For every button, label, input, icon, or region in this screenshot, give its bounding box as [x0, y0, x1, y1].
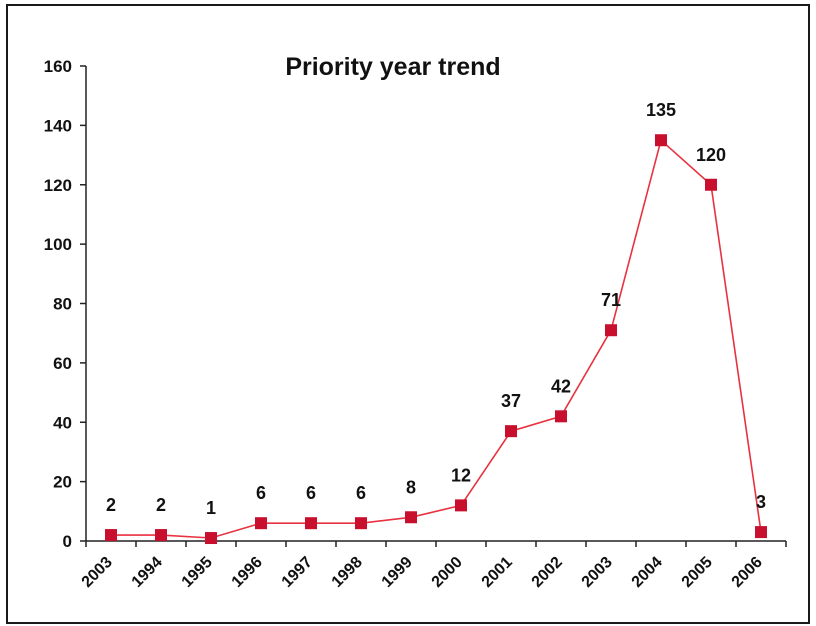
data-label: 2 — [106, 495, 116, 515]
series-line — [111, 138, 762, 539]
data-label: 6 — [256, 483, 266, 503]
x-tick-label: 1997 — [279, 554, 316, 591]
x-tick-label: 2006 — [729, 554, 766, 591]
x-tick-label: 2004 — [629, 554, 666, 591]
data-label: 6 — [306, 483, 316, 503]
data-label: 135 — [646, 100, 676, 120]
y-tick-label: 20 — [53, 473, 72, 492]
data-label: 8 — [406, 477, 416, 497]
data-point — [705, 178, 717, 191]
x-tick-label: 2003 — [579, 554, 616, 591]
data-point — [105, 529, 117, 542]
y-tick-label: 160 — [44, 57, 72, 76]
x-tick-label: 1994 — [129, 554, 166, 591]
y-tick-label: 40 — [53, 413, 72, 432]
x-tick-label: 2002 — [529, 554, 566, 591]
data-point — [405, 511, 417, 524]
data-label: 6 — [356, 483, 366, 503]
x-tick-label: 1998 — [329, 554, 366, 591]
data-labels: 2 2 1 6 6 6 8 12 37 42 71 135 120 3 — [106, 100, 766, 518]
data-point — [355, 517, 367, 530]
data-point — [305, 517, 317, 530]
data-point — [255, 517, 267, 530]
y-axis: 0 20 40 60 80 100 120 140 160 — [44, 57, 86, 551]
data-label: 3 — [756, 492, 766, 512]
data-point — [655, 134, 667, 147]
data-label: 71 — [601, 290, 621, 310]
y-tick-label: 60 — [53, 354, 72, 373]
y-tick-label: 100 — [44, 235, 72, 254]
x-tick-label: 2001 — [479, 554, 516, 591]
data-label: 42 — [551, 376, 571, 396]
data-point — [455, 499, 467, 512]
data-label: 120 — [696, 145, 726, 165]
x-tick-label: 2003 — [79, 554, 116, 591]
y-tick-label: 0 — [63, 532, 72, 551]
y-tick-label: 120 — [44, 176, 72, 195]
data-label: 2 — [156, 495, 166, 515]
x-axis: 2003 1994 1995 1996 1997 1998 1999 2000 2001 2002… — [79, 541, 787, 591]
data-point — [505, 425, 517, 438]
data-point — [155, 529, 167, 542]
data-point — [555, 410, 567, 423]
x-tick-label: 2000 — [429, 554, 466, 591]
data-point — [205, 532, 217, 545]
x-tick-label: 1995 — [179, 554, 216, 591]
data-label: 37 — [501, 391, 521, 411]
x-tick-label: 1999 — [379, 554, 416, 591]
data-label: 1 — [206, 498, 216, 518]
data-point — [755, 526, 767, 539]
y-tick-label: 80 — [53, 295, 72, 314]
x-tick-label: 2005 — [679, 554, 716, 591]
data-point — [605, 324, 617, 337]
series-markers — [105, 134, 767, 545]
chart-title: Priority year trend — [285, 53, 500, 81]
data-label: 12 — [451, 465, 471, 485]
y-tick-label: 140 — [44, 116, 72, 135]
x-tick-label: 1996 — [229, 554, 266, 591]
